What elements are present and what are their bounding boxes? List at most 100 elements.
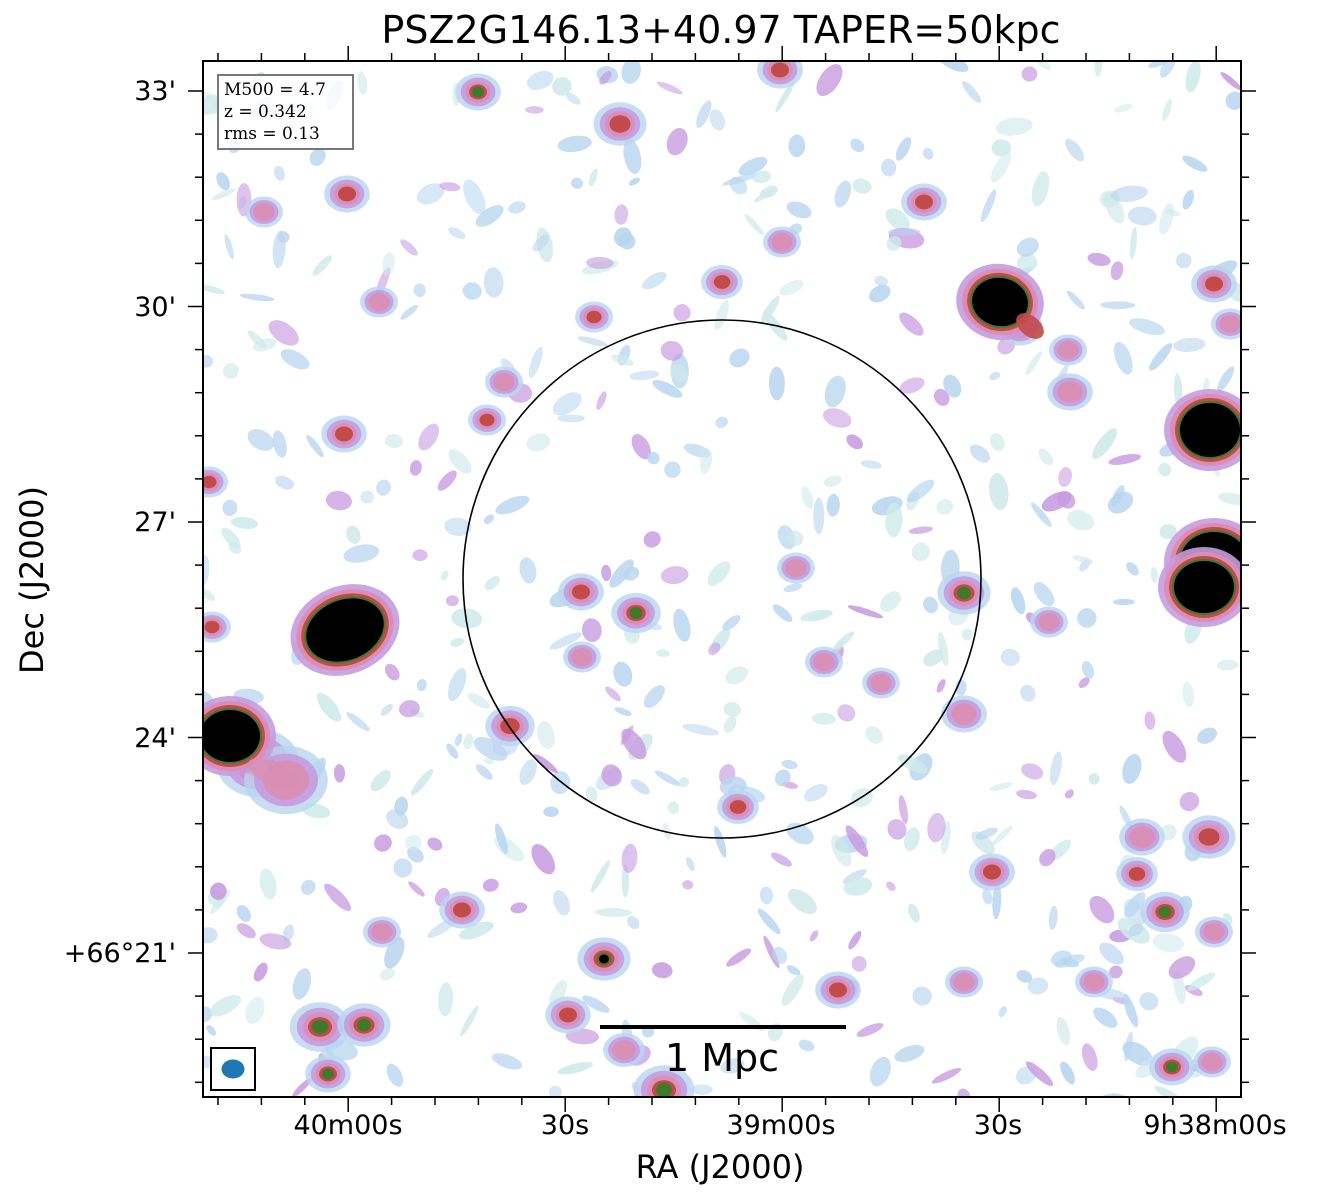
emission-blob [273, 165, 285, 181]
emission-blob [611, 354, 634, 366]
emission-blob [594, 907, 632, 917]
emission-blob [1031, 171, 1050, 207]
emission-blob [1122, 753, 1142, 784]
emission-blob [380, 703, 394, 716]
emission-blob [1179, 791, 1200, 812]
radio-map-frame[interactable] [202, 60, 1242, 1098]
emission-blob [1180, 403, 1240, 457]
emission-blob [248, 757, 300, 791]
emission-blob [1108, 454, 1142, 465]
emission-blob [1016, 970, 1033, 983]
emission-blob [519, 557, 537, 584]
emission-blob [572, 584, 590, 600]
emission-blob [1110, 261, 1124, 281]
emission-blob [1060, 1061, 1075, 1085]
emission-blob [809, 930, 819, 942]
emission-blob [771, 233, 793, 251]
emission-blob [722, 615, 741, 631]
emission-blob [895, 137, 912, 161]
x-tick-label: 9h38m00s [1143, 1110, 1287, 1141]
emission-blob [618, 233, 636, 250]
emission-blob [837, 704, 856, 722]
emission-blob [1128, 867, 1146, 881]
emission-blob [437, 470, 457, 491]
emission-blob [553, 890, 570, 916]
emission-blob [493, 373, 515, 391]
emission-blob [596, 391, 607, 410]
emission-blob [1016, 789, 1037, 800]
emission-blob [475, 764, 493, 780]
emission-blob [1166, 1061, 1178, 1073]
emission-blob [416, 183, 445, 205]
emission-blob [447, 667, 467, 702]
emission-blob [621, 843, 638, 873]
emission-blob [384, 663, 400, 681]
emission-blob [338, 186, 356, 202]
emission-blob [204, 710, 260, 762]
emission-blob [1198, 828, 1220, 846]
emission-blob [691, 1084, 713, 1095]
emission-blob [880, 591, 901, 612]
emission-blob [483, 514, 495, 525]
emission-blob [788, 134, 806, 158]
emission-blob [865, 726, 884, 744]
emission-blob [483, 267, 504, 298]
emission-blob [1129, 826, 1155, 848]
y-tick-label: 24' [134, 723, 176, 754]
emission-blob [927, 812, 946, 843]
emission-blob [571, 648, 593, 666]
emission-blob [620, 725, 634, 746]
emission-blob [484, 575, 501, 591]
emission-blob [462, 282, 482, 300]
emission-blob [1201, 1053, 1223, 1071]
emission-blob [224, 234, 234, 260]
y-axis-label: Dec (J2000) [13, 486, 51, 674]
emission-blob [1027, 977, 1049, 995]
emission-blob [991, 139, 1012, 157]
emission-blob [280, 349, 310, 370]
emission-blob [450, 638, 465, 647]
emission-blob [1174, 561, 1234, 613]
emission-blob [1225, 91, 1240, 110]
emission-blob [991, 151, 1012, 183]
emission-blob [874, 275, 888, 287]
emission-blob [654, 770, 681, 787]
x-tick-label: 30s [973, 1110, 1023, 1141]
emission-blob [655, 649, 670, 658]
emission-blob [585, 786, 598, 802]
emission-blob [230, 516, 259, 530]
emission-blob [210, 188, 236, 201]
emission-blob [722, 173, 758, 186]
emission-blob [368, 293, 390, 311]
emission-blob [831, 835, 852, 867]
emission-blob [833, 640, 844, 653]
emission-blob [1081, 661, 1094, 679]
emission-blob [577, 336, 608, 347]
emission-blob [1129, 226, 1137, 260]
emission-blob [887, 819, 907, 840]
emission-blob [204, 927, 218, 944]
emission-blob [427, 837, 443, 851]
emission-blob [1162, 730, 1187, 763]
info-box: M500 = 4.7 z = 0.342 rms = 0.13 [217, 74, 354, 150]
emission-blob [707, 561, 731, 587]
emission-blob [1103, 192, 1125, 224]
emission-blob [885, 208, 910, 231]
emission-blob [586, 256, 614, 269]
emission-blob [500, 717, 520, 735]
emission-blob [1078, 677, 1090, 688]
emission-blob [798, 1039, 815, 1052]
emission-blob [826, 493, 840, 517]
emission-blob [709, 109, 725, 131]
emission-blob [937, 631, 949, 667]
emission-blob [1100, 301, 1136, 309]
emission-blob [1093, 1007, 1118, 1028]
emission-blob [371, 923, 393, 941]
emission-blob [1049, 751, 1062, 786]
emission-blob [491, 1053, 523, 1070]
emission-blob [1112, 598, 1135, 606]
emission-blob [549, 632, 583, 650]
emission-blob [899, 377, 925, 394]
emission-blob [1162, 98, 1172, 121]
emission-blob [846, 434, 863, 450]
